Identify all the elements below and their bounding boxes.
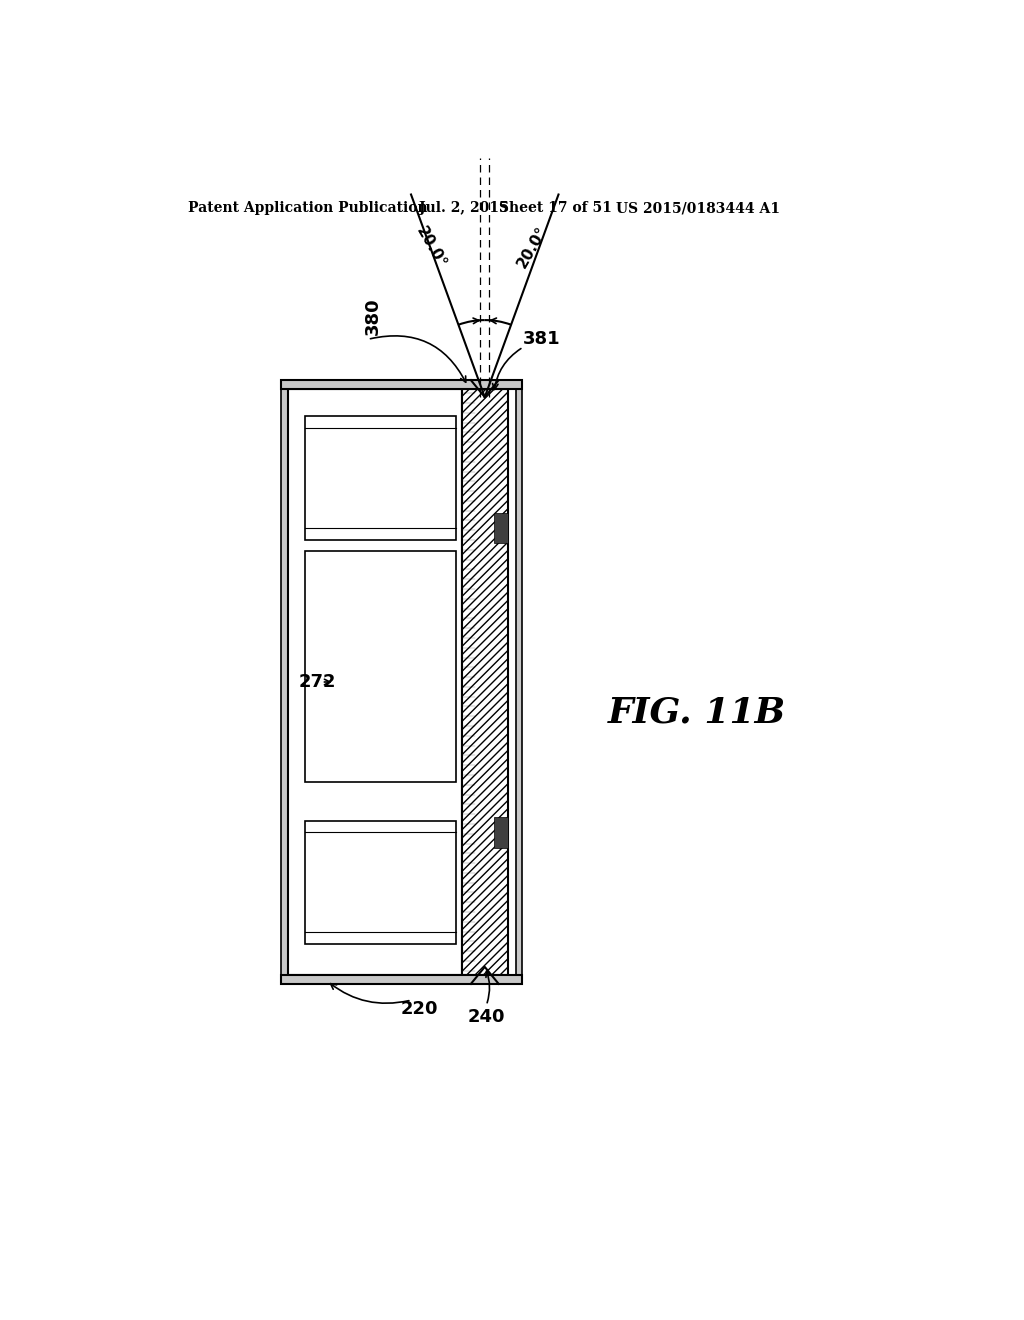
Text: 380: 380 xyxy=(364,297,382,335)
Text: 240: 240 xyxy=(468,1008,505,1026)
Text: FIG. 11B: FIG. 11B xyxy=(608,696,786,730)
Bar xyxy=(494,817,508,847)
Bar xyxy=(281,389,289,974)
Text: 20.0°: 20.0° xyxy=(515,223,550,271)
Text: 20.0°: 20.0° xyxy=(413,223,449,271)
Text: 381: 381 xyxy=(523,330,561,348)
Text: Jul. 2, 2015: Jul. 2, 2015 xyxy=(419,202,509,215)
Text: 272: 272 xyxy=(298,673,336,690)
Bar xyxy=(281,380,521,389)
Bar xyxy=(281,974,521,983)
Bar xyxy=(305,552,456,781)
Bar xyxy=(515,389,521,974)
Bar xyxy=(289,389,462,974)
Bar xyxy=(305,821,456,944)
Bar xyxy=(305,416,456,540)
Bar xyxy=(462,389,508,974)
Bar xyxy=(494,512,508,544)
Text: Sheet 17 of 51: Sheet 17 of 51 xyxy=(499,202,611,215)
Text: Patent Application Publication: Patent Application Publication xyxy=(188,202,428,215)
Text: 220: 220 xyxy=(400,1001,438,1018)
Text: US 2015/0183444 A1: US 2015/0183444 A1 xyxy=(615,202,779,215)
